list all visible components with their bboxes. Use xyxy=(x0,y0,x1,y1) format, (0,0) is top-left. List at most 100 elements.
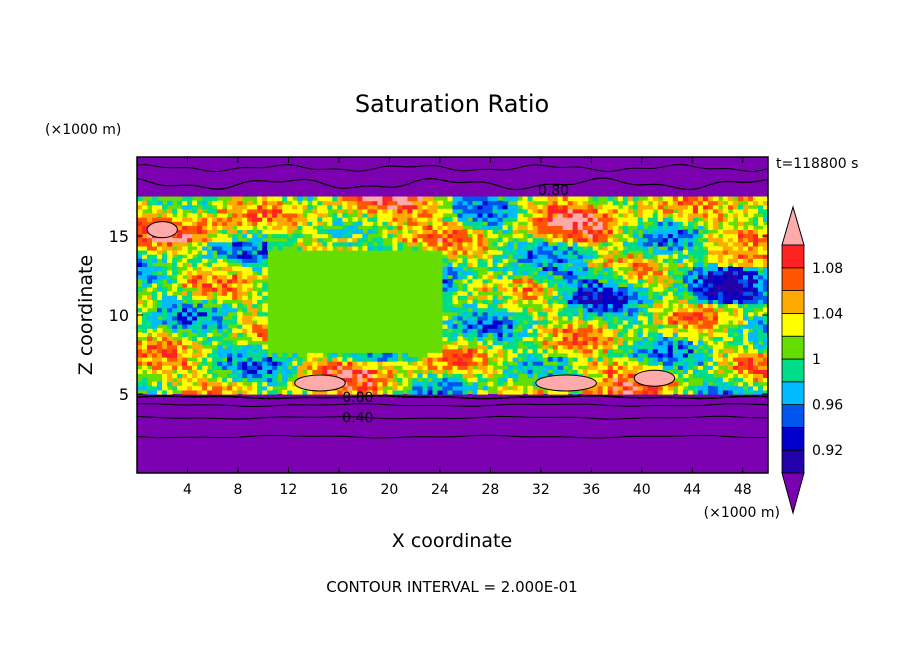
field-cell xyxy=(202,324,208,329)
field-cell xyxy=(457,262,464,267)
field-cell xyxy=(457,336,464,342)
field-cell xyxy=(182,250,188,255)
field-cell xyxy=(347,245,353,251)
field-cell xyxy=(542,221,549,226)
field-cell xyxy=(442,258,449,263)
field-cell xyxy=(557,287,564,292)
field-cell xyxy=(607,291,614,296)
field-cell xyxy=(477,237,484,243)
field-cell xyxy=(652,340,659,346)
field-cell xyxy=(492,225,499,230)
field-cell xyxy=(567,250,574,255)
field-cell xyxy=(507,291,514,296)
field-cell xyxy=(437,245,444,251)
field-cell xyxy=(407,365,413,370)
field-cell xyxy=(627,385,634,391)
field-cell xyxy=(477,352,484,358)
field-cell xyxy=(758,324,764,329)
field-cell xyxy=(197,229,203,235)
field-cell xyxy=(743,291,749,296)
field-cell xyxy=(362,381,368,387)
field-cell xyxy=(592,332,599,337)
field-cell xyxy=(758,250,764,255)
field-cell xyxy=(197,278,203,284)
field-cell xyxy=(232,266,238,272)
field-cell xyxy=(557,250,564,255)
field-cell xyxy=(743,254,749,259)
field-cell xyxy=(222,311,228,317)
field-cell xyxy=(407,200,413,206)
field-cell xyxy=(582,307,589,313)
field-cell xyxy=(647,217,654,222)
field-cell xyxy=(527,225,534,230)
field-cell xyxy=(142,381,148,387)
field-cell xyxy=(167,250,173,255)
field-cell xyxy=(447,208,454,214)
field-cell xyxy=(352,245,358,251)
field-cell xyxy=(662,365,669,370)
field-cell xyxy=(382,369,388,374)
field-cell xyxy=(758,369,764,374)
field-cell xyxy=(753,324,759,329)
field-cell xyxy=(617,332,624,337)
field-cell xyxy=(647,225,654,230)
field-cell xyxy=(172,315,178,321)
field-cell xyxy=(447,262,454,267)
field-cell xyxy=(647,262,654,267)
field-cell xyxy=(222,237,228,243)
field-cell xyxy=(352,204,358,210)
field-cell xyxy=(727,229,734,235)
field-cell xyxy=(237,287,243,292)
field-cell xyxy=(177,229,183,235)
field-cell xyxy=(627,208,634,214)
field-cell xyxy=(272,204,278,210)
field-cell xyxy=(252,254,258,259)
field-cell xyxy=(732,328,739,333)
field-cell xyxy=(367,361,373,366)
field-cell xyxy=(467,282,474,288)
field-cell xyxy=(482,217,489,222)
field-cell xyxy=(667,361,674,366)
field-cell xyxy=(637,204,644,210)
field-cell xyxy=(592,282,599,288)
field-cell xyxy=(137,241,143,247)
field-cell xyxy=(652,200,659,206)
field-cell xyxy=(427,200,434,206)
field-cell xyxy=(748,303,754,309)
field-cell xyxy=(677,361,684,366)
field-cell xyxy=(577,208,584,214)
field-cell xyxy=(632,221,639,226)
field-cell xyxy=(712,336,719,342)
field-cell xyxy=(422,245,429,251)
field-cell xyxy=(312,361,318,366)
field-cell xyxy=(527,291,534,296)
field-cell xyxy=(342,389,348,395)
field-cell xyxy=(512,377,519,383)
field-cell xyxy=(738,233,744,239)
field-cell xyxy=(557,254,564,259)
field-cell xyxy=(177,287,183,292)
field-cell xyxy=(137,208,143,214)
field-cell xyxy=(577,274,584,280)
field-cell xyxy=(187,233,193,239)
field-cell xyxy=(247,221,253,226)
field-cell xyxy=(297,237,303,243)
field-cell xyxy=(687,225,694,230)
field-cell xyxy=(287,213,293,218)
field-cell xyxy=(667,245,674,251)
field-cell xyxy=(367,221,373,226)
field-cell xyxy=(512,204,519,210)
field-cell xyxy=(748,336,754,342)
field-cell xyxy=(547,282,554,288)
field-cell xyxy=(687,200,694,206)
field-cell xyxy=(617,324,624,329)
field-cell xyxy=(247,377,253,383)
field-cell xyxy=(337,229,343,235)
field-cell xyxy=(227,348,233,354)
field-cell xyxy=(652,319,659,325)
field-cell xyxy=(257,311,263,317)
field-cell xyxy=(647,274,654,280)
field-cell xyxy=(753,229,759,235)
field-cell xyxy=(282,352,288,358)
field-cell xyxy=(467,213,474,218)
